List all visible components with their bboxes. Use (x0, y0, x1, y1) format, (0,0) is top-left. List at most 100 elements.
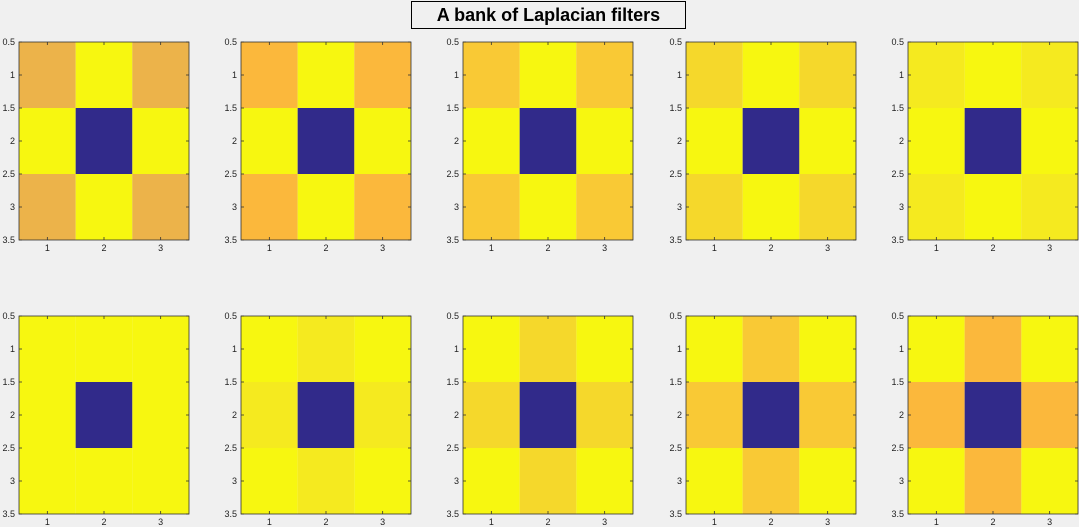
x-tick-label: 1 (267, 243, 272, 253)
heatmap-cell (686, 108, 743, 174)
heatmap-cell (463, 448, 520, 514)
y-tick-label: 1 (10, 70, 15, 80)
y-tick-label: 3 (899, 202, 904, 212)
y-tick-label: 1.5 (669, 377, 682, 387)
x-tick-label: 1 (934, 243, 939, 253)
y-tick-label: 3.5 (224, 509, 237, 519)
heatmap-cell (686, 42, 743, 108)
heatmap-cell (463, 174, 520, 240)
heatmap-cell (519, 316, 577, 382)
y-tick-label: 1 (677, 344, 682, 354)
y-tick-label: 3 (232, 202, 237, 212)
heatmap-cell (354, 448, 411, 514)
y-tick-label: 1.5 (669, 103, 682, 113)
y-tick-label: 0.5 (669, 311, 682, 321)
y-tick-label: 3.5 (891, 509, 904, 519)
x-tick-label: 2 (990, 517, 995, 527)
heatmap-cell (686, 448, 743, 514)
heatmap-cell (132, 42, 189, 108)
x-tick-label: 1 (45, 517, 50, 527)
x-tick-label: 2 (545, 517, 550, 527)
y-tick-label: 2.5 (2, 169, 15, 179)
y-tick-label: 1.5 (224, 103, 237, 113)
heatmap-cell (742, 316, 800, 382)
heatmap-cell (799, 382, 856, 448)
heatmap-cell (132, 382, 189, 448)
y-tick-label: 2.5 (891, 443, 904, 453)
y-tick-label: 0.5 (224, 311, 237, 321)
y-tick-label: 2 (899, 410, 904, 420)
y-tick-label: 1.5 (891, 103, 904, 113)
heatmap-panel-5: 0.5 1 1.5 2 2.5 3 3.5 1 2 3 (891, 37, 1079, 253)
heatmap-cell (19, 174, 76, 240)
heatmap-cell (576, 448, 633, 514)
heatmap-cell (908, 448, 965, 514)
x-tick-label: 3 (825, 243, 830, 253)
heatmap-cell (799, 316, 856, 382)
heatmap-cell (742, 174, 800, 240)
heatmap-cell (354, 316, 411, 382)
heatmap-cell (75, 316, 133, 382)
heatmap-cell (241, 108, 298, 174)
heatmap-cell (19, 42, 76, 108)
y-tick-label: 1 (10, 344, 15, 354)
heatmap-cell (576, 174, 633, 240)
heatmap-cell (463, 42, 520, 108)
y-tick-label: 2.5 (446, 169, 459, 179)
heatmap-cell (799, 42, 856, 108)
y-tick-label: 1 (232, 70, 237, 80)
y-tick-label: 2.5 (669, 443, 682, 453)
heatmap-cell (463, 316, 520, 382)
heatmap-cell (354, 108, 411, 174)
heatmap-cell (964, 108, 1022, 174)
heatmap-cell (1021, 316, 1078, 382)
y-tick-label: 1.5 (2, 103, 15, 113)
y-tick-label: 1 (232, 344, 237, 354)
y-tick-label: 3.5 (446, 509, 459, 519)
heatmap-cell (964, 174, 1022, 240)
x-tick-label: 1 (45, 243, 50, 253)
heatmap-cell (354, 382, 411, 448)
heatmap-panel-7: 0.5 1 1.5 2 2.5 3 3.5 1 2 3 (224, 311, 412, 527)
y-tick-label: 1.5 (2, 377, 15, 387)
heatmap-panel-8: 0.5 1 1.5 2 2.5 3 3.5 1 2 3 (446, 311, 634, 527)
y-tick-label: 0.5 (891, 311, 904, 321)
heatmap-panel-10: 0.5 1 1.5 2 2.5 3 3.5 1 2 3 (891, 311, 1079, 527)
y-tick-label: 1.5 (446, 103, 459, 113)
heatmap-cell (576, 316, 633, 382)
heatmap-cell (354, 174, 411, 240)
y-tick-label: 3.5 (669, 509, 682, 519)
heatmap-cell (686, 316, 743, 382)
heatmap-cell (354, 42, 411, 108)
heatmap-cell (1021, 382, 1078, 448)
y-tick-label: 2.5 (446, 443, 459, 453)
heatmap-cell (1021, 448, 1078, 514)
heatmap-cell (297, 382, 355, 448)
y-tick-label: 3 (677, 476, 682, 486)
y-tick-label: 3 (10, 476, 15, 486)
heatmap-cell (799, 174, 856, 240)
heatmap-cell (1021, 108, 1078, 174)
x-tick-label: 1 (712, 517, 717, 527)
heatmap-cell (75, 174, 133, 240)
heatmap-cell (75, 448, 133, 514)
heatmap-cell (908, 382, 965, 448)
heatmap-cell (908, 108, 965, 174)
y-tick-label: 2.5 (669, 169, 682, 179)
heatmap-cell (964, 448, 1022, 514)
y-tick-label: 2 (454, 410, 459, 420)
x-tick-label: 3 (380, 517, 385, 527)
y-tick-label: 2.5 (224, 443, 237, 453)
heatmap-cell (519, 108, 577, 174)
x-tick-label: 2 (323, 243, 328, 253)
y-tick-label: 3 (899, 476, 904, 486)
heatmap-cell (964, 316, 1022, 382)
y-tick-label: 3.5 (2, 235, 15, 245)
y-tick-label: 3.5 (446, 235, 459, 245)
y-tick-label: 3 (454, 476, 459, 486)
y-tick-label: 2 (232, 410, 237, 420)
heatmap-cell (576, 382, 633, 448)
heatmap-cell (519, 42, 577, 108)
y-tick-label: 2.5 (891, 169, 904, 179)
